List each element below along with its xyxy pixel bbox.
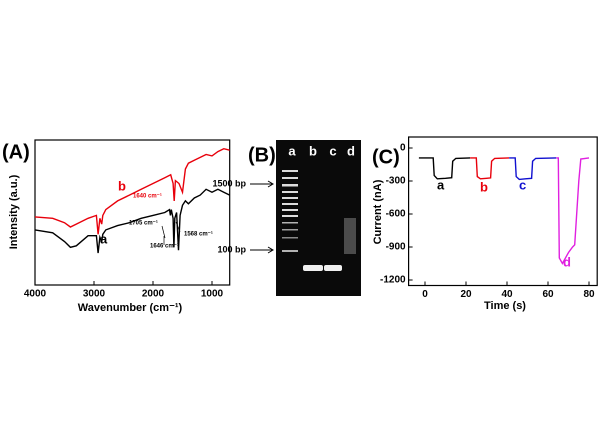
panel-label: (A): [2, 141, 30, 163]
annotation: 1640 cm⁻¹: [133, 193, 162, 200]
lane-labels: a b c d: [288, 143, 355, 158]
x-axis-label: Time (s): [484, 300, 526, 312]
data-line: [418, 157, 471, 180]
y-tick-label: -300: [386, 176, 406, 187]
x-tick-label: 0: [422, 289, 428, 300]
series-label: d: [563, 254, 571, 269]
plot-frame: [408, 136, 598, 287]
annotation: 1705 cm⁻¹: [129, 220, 158, 227]
data-line: [470, 157, 510, 180]
lane-label: b: [309, 143, 317, 158]
panel-label: (C): [372, 146, 400, 168]
marker-arrows: [250, 180, 274, 254]
annotation: 1568 cm⁻¹: [184, 231, 213, 238]
y-tick-label: 0: [400, 143, 406, 154]
series-label: b: [480, 179, 488, 194]
series-label: b: [118, 178, 126, 193]
x-tick-label: 60: [542, 289, 554, 300]
gel-band: [324, 265, 342, 271]
panel-label: (B): [248, 144, 276, 166]
y-tick-label: -1200: [380, 275, 406, 286]
series-label: c: [519, 177, 526, 192]
gel-smear: [344, 218, 356, 254]
ladder-bands: [282, 170, 298, 252]
series-label: a: [100, 231, 108, 246]
marker-label: 100 bp: [217, 244, 246, 254]
y-tick-label: -600: [386, 209, 406, 220]
x-tick-label: 1000: [201, 289, 224, 300]
data-line: [34, 147, 230, 235]
lane-label: a: [288, 143, 296, 158]
x-tick-label: 80: [583, 289, 595, 300]
lane-label: c: [329, 143, 336, 158]
gel-band: [303, 265, 323, 271]
lane-label: d: [347, 143, 355, 158]
series-label: a: [437, 177, 445, 192]
x-tick-label: 4000: [24, 289, 47, 300]
y-axis-label: Intensity (a.u.): [8, 174, 20, 249]
data-line: [556, 157, 590, 265]
y-tick-label: -900: [386, 242, 406, 253]
data-line: [509, 157, 557, 181]
x-tick-label: 3000: [83, 289, 106, 300]
plot-frame: [34, 139, 231, 286]
y-axis-label: Current (nA): [372, 179, 384, 244]
annotation: 1646 cm⁻¹: [150, 243, 179, 250]
data-line: [34, 188, 231, 254]
x-axis-label: Wavenumber (cm⁻¹): [78, 302, 183, 314]
x-tick-label: 40: [501, 289, 513, 300]
x-tick-label: 20: [460, 289, 472, 300]
x-tick-label: 2000: [142, 289, 165, 300]
